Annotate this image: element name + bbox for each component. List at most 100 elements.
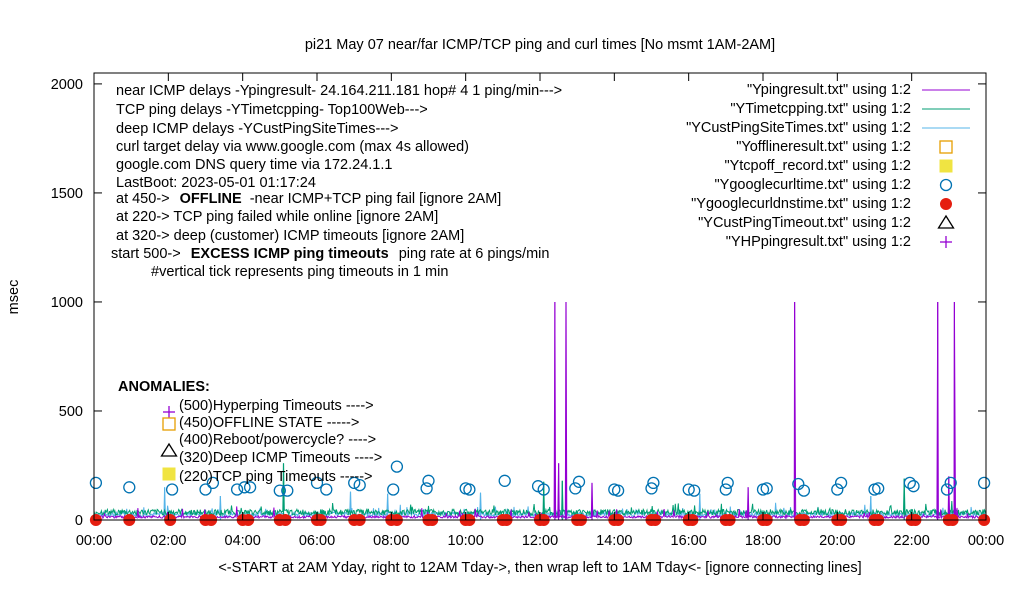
note-vertical-tick: #vertical tick represents ping timeouts … [151, 264, 448, 280]
note-excess-bold: EXCESS ICMP ping timeouts [191, 246, 389, 262]
x-tick-label-12: 00:00 [968, 533, 1004, 549]
note-dns: google.com DNS query time via 172.24.1.1 [116, 157, 392, 173]
note-offline-rest: -near ICMP+TCP ping fail [ignore 2AM] [250, 191, 502, 207]
x-tick-label-2: 04:00 [225, 533, 261, 549]
curl-time-point-16 [420, 482, 433, 495]
legend-label-ycustpingsitetimes: "YCustPingSiteTimes.txt" using 1:2 [686, 120, 911, 136]
note-curl: curl target delay via www.google.com (ma… [116, 139, 469, 155]
x-tick-label-3: 06:00 [299, 533, 335, 549]
curl-time-point-27 [645, 482, 658, 495]
x-tick-label-11: 22:00 [894, 533, 930, 549]
curl-time-point-17 [422, 474, 435, 487]
legend-label-ytcpoff: "Ytcpoff_record.txt" using 1:2 [724, 158, 911, 174]
curl-time-point-45 [977, 476, 991, 490]
curl-time-point-41 [903, 476, 916, 490]
legend-filled-square-icon [939, 159, 953, 173]
curl-time-point-10 [310, 476, 324, 490]
note-offline-prefix: at 450-> [116, 191, 170, 207]
anomaly-reboot: (400)Reboot/powercycle? ----> [179, 432, 376, 448]
y-tick-label-4: 2000 [51, 77, 83, 93]
curl-time-point-8 [273, 484, 286, 497]
legend-open-square-icon [939, 140, 953, 154]
curl-time-point-22 [537, 483, 550, 496]
note-excess: start 500-> EXCESS ICMP ping timeouts pi… [111, 246, 549, 262]
notes-block: near ICMP delays -Ypingresult- 24.164.21… [111, 83, 562, 280]
legend-label-ypingresult: "Ypingresult.txt" using 1:2 [747, 82, 911, 98]
curl-time-point-12 [348, 476, 361, 490]
curl-time-point-4 [206, 476, 220, 490]
x-tick-label-0: 00:00 [76, 533, 112, 549]
legend: "Ypingresult.txt" using 1:2 "YTimetcppin… [686, 82, 970, 250]
curl-time-point-40 [872, 482, 885, 495]
y-tick-label-1: 500 [59, 404, 83, 420]
chart-title: pi21 May 07 near/far ICMP/TCP ping and c… [305, 37, 775, 53]
note-near-icmp: near ICMP delays -Ypingresult- 24.164.21… [116, 83, 562, 99]
x-tick-label-9: 18:00 [745, 533, 781, 549]
curl-time-point-11 [320, 483, 333, 496]
anomaly-deep-icmp: (320)Deep ICMP Timeouts ----> [179, 450, 382, 466]
curl-time-point-38 [834, 476, 848, 490]
axis-ticks: 0 500 1000 1500 2000 00:00 02:00 04:00 06:00 08:0… [51, 73, 1004, 549]
anomalies-block: ANOMALIES: (500)Hyperping Timeouts ---->… [118, 379, 382, 485]
anomaly-tcp-ping: (220)TCP ping Timeouts -----> [179, 469, 373, 485]
legend-label-yhppingresult: "YHPpingresult.txt" using 1:2 [726, 234, 911, 250]
curl-time-point-26 [611, 484, 625, 497]
curl-time-point-24 [572, 475, 586, 488]
note-deep-icmp: deep ICMP delays -YCustPingSiteTimes---> [116, 121, 398, 137]
y-axis-label: msec [6, 280, 22, 315]
x-tick-label-4: 08:00 [373, 533, 409, 549]
x-axis-label: <-START at 2AM Yday, right to 12AM Tday-… [218, 560, 861, 576]
legend-label-ygooglecurldnstime: "Ygooglecurldnstime.txt" using 1:2 [691, 196, 911, 212]
note-excess-rest: ping rate at 6 pings/min [399, 246, 550, 262]
curl-time-point-6 [238, 481, 251, 494]
x-tick-label-1: 02:00 [150, 533, 186, 549]
legend-open-circle-icon [939, 178, 953, 192]
y-tick-label-3: 1500 [51, 186, 83, 202]
curl-time-point-37 [831, 483, 844, 496]
curl-time-point-19 [463, 483, 476, 496]
x-tick-label-10: 20:00 [819, 533, 855, 549]
curl-time-point-9 [281, 484, 294, 497]
filled-square-icon [162, 467, 176, 481]
curl-time-point-2 [165, 483, 179, 496]
anomalies-title: ANOMALIES: [118, 379, 210, 395]
legend-label-ytimetcpping: "YTimetcpping.txt" using 1:2 [730, 101, 911, 117]
x-tick-label-8: 16:00 [671, 533, 707, 549]
open-square-icon [162, 417, 176, 431]
curl-time-point-15 [390, 460, 404, 473]
curl-time-point-13 [353, 478, 366, 492]
legend-plus-icon [940, 236, 952, 248]
curl-time-point-29 [682, 483, 695, 496]
curl-time-point-30 [688, 484, 701, 497]
note-offline: at 450-> OFFLINE -near ICMP+TCP ping fai… [116, 191, 501, 207]
curl-time-point-44 [944, 476, 957, 490]
legend-triangle-icon [937, 214, 955, 229]
curl-time-point-14 [387, 483, 400, 496]
curl-time-point-34 [760, 482, 773, 495]
curl-time-point-3 [199, 483, 212, 496]
anomaly-hyperping: (500)Hyperping Timeouts ----> [179, 398, 374, 414]
triangle-icon [160, 442, 178, 457]
x-tick-label-6: 12:00 [522, 533, 558, 549]
plus-icon [163, 406, 175, 418]
note-tcp-fail: at 220-> TCP ping failed while online [i… [116, 209, 438, 225]
legend-filled-circle-icon [940, 198, 952, 210]
legend-label-yofflineresult: "Yofflineresult.txt" using 1:2 [736, 139, 911, 155]
note-deep-timeouts: at 320-> deep (customer) ICMP timeouts [… [116, 228, 464, 244]
curl-time-point-28 [647, 476, 660, 490]
curl-time-point-23 [569, 482, 582, 495]
legend-label-ycustpingtimeout: "YCustPingTimeout.txt" using 1:2 [698, 215, 911, 231]
curl-time-point-31 [719, 483, 732, 496]
x-tick-label-7: 14:00 [596, 533, 632, 549]
note-offline-bold: OFFLINE [180, 191, 242, 207]
note-tcp-ping: TCP ping delays -YTimetcpping- Top100Web… [116, 102, 428, 118]
y-tick-label-2: 1000 [51, 295, 83, 311]
curl-time-point-43 [940, 483, 954, 496]
curl-time-point-42 [907, 480, 920, 493]
note-lastboot: LastBoot: 2023-05-01 01:17:24 [116, 175, 316, 191]
curl-time-point-20 [498, 474, 511, 487]
curl-time-point-7 [243, 481, 257, 494]
note-excess-prefix: start 500-> [111, 246, 181, 262]
curl-time-point-1 [123, 481, 136, 494]
